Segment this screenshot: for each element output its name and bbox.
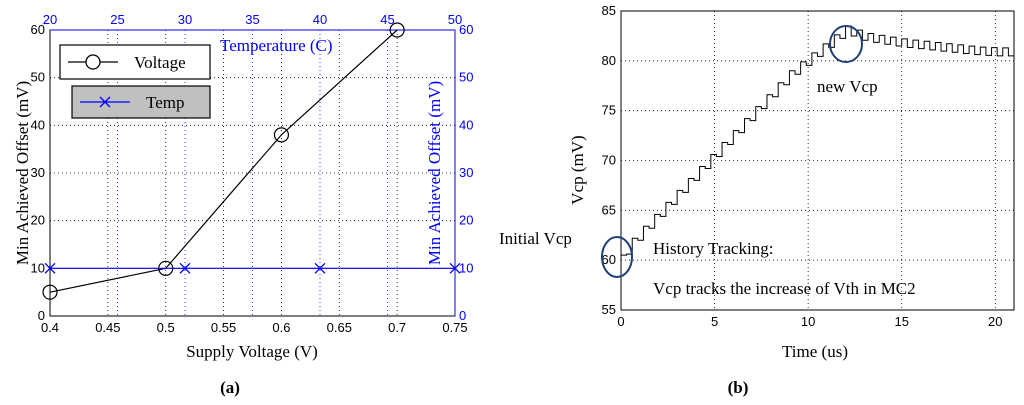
y-tick-label: 85 [602,3,616,18]
x2-tick-label: 45 [380,12,394,27]
panel-a-y2label: Min Achieved Offset (mV) [425,81,444,265]
annotation-initial-vcp: Initial Vcp [499,229,572,248]
y-tick-label: 30 [31,165,45,180]
y2-tick-label: 30 [459,165,473,180]
annotation-history-title: History Tracking: [653,239,773,258]
x2-tick-label: 25 [110,12,124,27]
x-tick-label: 0.65 [327,320,352,335]
x2-tick-label: 40 [313,12,327,27]
panel-a: 0.4 0.45 0.5 0.55 0.6 0.65 0.7 0.75010203040506… [13,12,473,397]
voltage-point [389,22,405,38]
legend-marker-x-icon [99,96,111,108]
y-tick-label: 40 [31,117,45,132]
legend-marker-circle-icon [85,54,101,70]
y2-tick-label: 10 [459,260,473,275]
y2-tick-label: 40 [459,117,473,132]
panel-b-xlabel: Time (us) [782,342,848,361]
panel-a-label: (a) [220,378,240,397]
panel-a-xlabel: Supply Voltage (V) [186,342,318,361]
y2-tick-label: 50 [459,70,473,85]
y-tick-label: 0 [38,308,45,323]
initial-vcp-highlight [601,236,633,278]
panel-a-ticks: 0.4 0.45 0.5 0.55 0.6 0.65 0.7 0.75010203040506… [31,12,474,335]
panel-b-ylabel: Vcp (mV) [568,135,587,204]
y-tick-label: 20 [31,213,45,228]
legend-label-temp: Temp [146,93,184,112]
annotation-new-vcp: new Vcp [817,77,878,96]
y-tick-label: 80 [602,53,616,68]
y-tick-label: 70 [602,153,616,168]
panel-a-ylabel: Min Achieved Offset (mV) [13,81,32,265]
panel-b-ticks: 0 5 10 15 20 55 60 65 70 75 80 85 [602,3,1003,329]
y-tick-label: 55 [602,302,616,317]
y2-tick-label: 60 [459,22,473,37]
legend-label-voltage: Voltage [134,53,186,72]
x2-tick-label: 30 [178,12,192,27]
y-tick-label: 75 [602,103,616,118]
temp-point [449,262,461,274]
x-tick-label: 0.7 [388,320,406,335]
x2-tick-label: 50 [448,12,462,27]
voltage-line [49,29,398,293]
annotation-history-desc: Vcp tracks the increase of Vth in MC2 [653,279,916,298]
x-tick-label: 0.45 [95,320,120,335]
x-tick-label: 0.55 [211,320,236,335]
x-tick-label: 0.5 [157,320,175,335]
x-tick-label: 5 [711,314,718,329]
voltage-point [42,284,58,300]
temp-point [179,262,191,274]
panel-a-x2label: Temperature (C) [220,36,333,55]
x-tick-label: 20 [988,314,1002,329]
x2-tick-label: 20 [43,12,57,27]
panel-b-label: (b) [728,378,749,397]
temp-point [44,262,56,274]
new-vcp-highlight [829,25,863,63]
x-tick-label: 10 [801,314,815,329]
temp-point [314,262,326,274]
x2-tick-label: 35 [245,12,259,27]
y2-tick-label: 20 [459,213,473,228]
x-tick-label: 0.6 [272,320,290,335]
y-tick-label: 60 [602,252,616,267]
y-tick-label: 50 [31,70,45,85]
vcp-trace [621,25,1015,256]
y-tick-label: 10 [31,260,45,275]
panel-a-series [42,22,461,300]
y2-tick-label: 0 [459,308,466,323]
y-tick-label: 65 [602,202,616,217]
y-tick-label: 60 [31,22,45,37]
x-tick-label: 0.4 [41,320,59,335]
panel-b-axes-box [620,10,1015,311]
x-tick-label: 0.75 [442,320,467,335]
x-tick-label: 15 [894,314,908,329]
x-tick-label: 0 [617,314,624,329]
panel-b: 0 5 10 15 20 55 60 65 70 75 80 85 Initial Vcp new V… [499,3,1015,397]
voltage-point [273,127,290,143]
